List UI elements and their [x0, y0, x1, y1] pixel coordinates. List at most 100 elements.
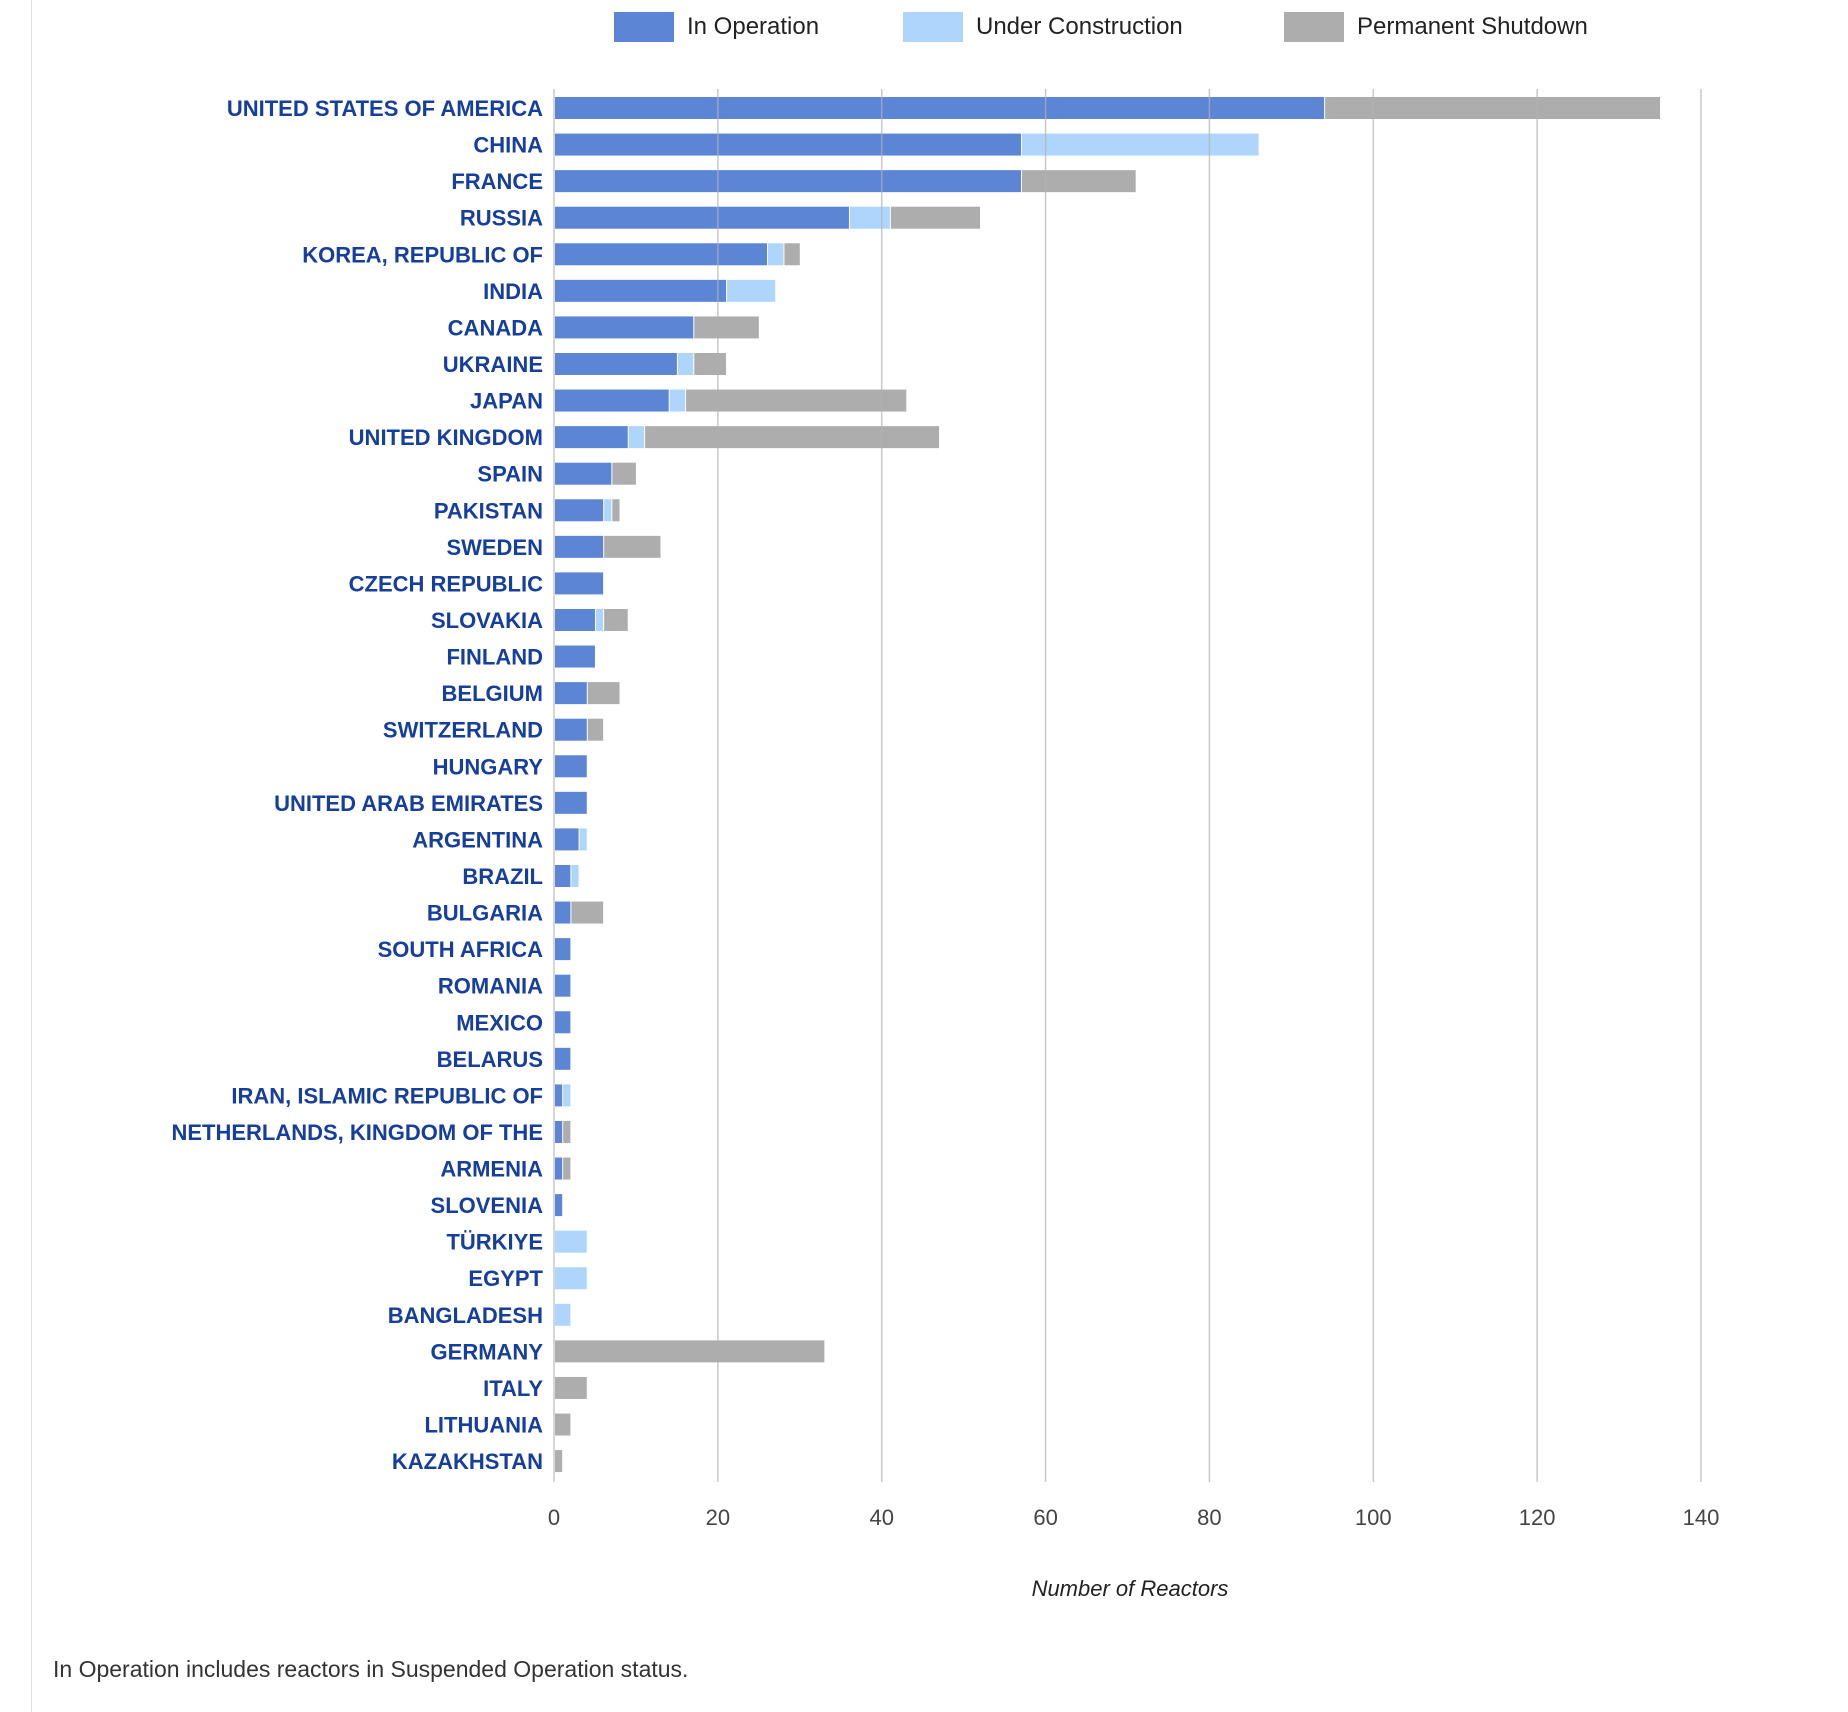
- category-label: NETHERLANDS, KINGDOM OF THE: [171, 1120, 543, 1145]
- footnote: In Operation includes reactors in Suspen…: [53, 1656, 689, 1682]
- legend-swatch-under-construction: [903, 12, 963, 42]
- category-label: BULGARIA: [427, 901, 543, 926]
- category-label: SLOVENIA: [431, 1193, 544, 1218]
- category-label: LITHUANIA: [424, 1413, 543, 1438]
- x-tick-label: 40: [869, 1505, 893, 1530]
- category-label: UKRAINE: [443, 352, 543, 377]
- bar-under-construction: [595, 608, 604, 631]
- category-label: ARGENTINA: [412, 827, 543, 852]
- bar-in-operation: [555, 608, 595, 631]
- category-label: BANGLADESH: [388, 1303, 543, 1328]
- bar-chart: UNITED STATES OF AMERICA CHINA FRANCE RUSSI…: [171, 89, 1720, 1601]
- bar-under-construction: [677, 352, 694, 375]
- bar-in-operation: [555, 462, 612, 485]
- bar-in-operation: [555, 352, 677, 375]
- category-label: FINLAND: [446, 645, 543, 670]
- legend-under-construction[interactable]: Under Construction: [903, 12, 1183, 42]
- category-label: PAKISTAN: [434, 498, 543, 523]
- bar-permanent-shutdown: [587, 718, 604, 741]
- x-tick-label: 80: [1197, 1505, 1221, 1530]
- bar-in-operation: [555, 791, 587, 814]
- bar-in-operation: [555, 97, 1325, 119]
- bar-permanent-shutdown: [784, 243, 800, 266]
- category-label: CZECH REPUBLIC: [349, 571, 543, 596]
- x-tick-label: 0: [548, 1505, 560, 1530]
- category-label: CHINA: [473, 133, 543, 158]
- legend-label: Permanent Shutdown: [1357, 13, 1588, 40]
- category-label: FRANCE: [451, 169, 543, 194]
- bar-in-operation: [555, 279, 727, 302]
- bar-in-operation: [555, 1047, 571, 1070]
- bar-permanent-shutdown: [686, 389, 907, 412]
- bar-in-operation: [555, 645, 595, 668]
- x-tick-label: 60: [1033, 1505, 1057, 1530]
- bar-under-construction: [571, 864, 579, 887]
- bar-in-operation: [555, 718, 587, 741]
- bar-under-construction: [563, 1084, 571, 1107]
- category-label: SPAIN: [477, 462, 543, 487]
- bar-in-operation: [555, 243, 768, 266]
- bar-in-operation: [555, 938, 571, 961]
- category-label: SOUTH AFRICA: [378, 937, 544, 962]
- category-label: MEXICO: [456, 1010, 543, 1035]
- x-axis-title: Number of Reactors: [1032, 1576, 1229, 1601]
- category-label: ITALY: [483, 1376, 543, 1401]
- category-label: SWEDEN: [446, 535, 543, 560]
- bar-in-operation: [555, 133, 1021, 156]
- category-label: UNITED STATES OF AMERICA: [227, 96, 543, 121]
- bar-permanent-shutdown: [563, 1157, 571, 1180]
- legend-permanent-shutdown[interactable]: Permanent Shutdown: [1284, 12, 1588, 42]
- bar-in-operation: [555, 1011, 571, 1034]
- category-label: EGYPT: [468, 1266, 543, 1291]
- category-label: GERMANY: [431, 1339, 544, 1364]
- bar-permanent-shutdown: [1021, 170, 1136, 193]
- bar-permanent-shutdown: [555, 1413, 571, 1436]
- bar-under-construction: [579, 828, 587, 851]
- bar-in-operation: [555, 828, 579, 851]
- bar-in-operation: [555, 535, 604, 558]
- category-label: ARMENIA: [440, 1157, 543, 1182]
- bar-permanent-shutdown: [604, 608, 628, 631]
- category-label: JAPAN: [470, 389, 543, 414]
- bar-under-construction: [669, 389, 686, 412]
- bar-permanent-shutdown: [1325, 97, 1661, 119]
- bar-in-operation: [555, 901, 571, 924]
- bar-permanent-shutdown: [612, 499, 620, 522]
- category-label: HUNGARY: [433, 754, 544, 779]
- category-label: BRAZIL: [462, 864, 543, 889]
- bar-under-construction: [604, 499, 612, 522]
- bar-permanent-shutdown: [612, 462, 636, 485]
- category-label: BELARUS: [437, 1047, 543, 1072]
- bar-in-operation: [555, 1157, 563, 1180]
- bar-under-construction: [1021, 133, 1259, 156]
- bar-in-operation: [555, 426, 628, 449]
- category-label: IRAN, ISLAMIC REPUBLIC OF: [231, 1083, 543, 1108]
- category-label: INDIA: [483, 279, 543, 304]
- bar-in-operation: [555, 864, 571, 887]
- bar-under-construction: [628, 426, 645, 449]
- legend-in-operation[interactable]: In Operation: [614, 12, 819, 42]
- bar-under-construction: [555, 1230, 587, 1253]
- bar-permanent-shutdown: [571, 901, 604, 924]
- x-tick-label: 140: [1683, 1505, 1720, 1530]
- category-label: ROMANIA: [438, 974, 543, 999]
- bar-in-operation: [555, 499, 604, 522]
- bar-in-operation: [555, 316, 694, 339]
- legend-swatch-permanent-shutdown: [1284, 12, 1344, 42]
- bar-under-construction: [555, 1303, 571, 1326]
- category-label: BELGIUM: [442, 681, 543, 706]
- bar-in-operation: [555, 170, 1021, 193]
- bar-in-operation: [555, 389, 669, 412]
- bar-under-construction: [768, 243, 784, 266]
- bar-under-construction: [727, 279, 776, 302]
- x-tick-label: 100: [1355, 1505, 1392, 1530]
- bar-in-operation: [555, 572, 604, 595]
- bar-in-operation: [555, 974, 571, 997]
- bar-in-operation: [555, 206, 849, 229]
- category-label: TÜRKIYE: [446, 1230, 543, 1255]
- category-label: RUSSIA: [460, 206, 543, 231]
- category-label: SLOVAKIA: [431, 608, 543, 633]
- bar-in-operation: [555, 1194, 563, 1217]
- legend-swatch-in-operation: [614, 12, 674, 42]
- bar-permanent-shutdown: [555, 1376, 587, 1399]
